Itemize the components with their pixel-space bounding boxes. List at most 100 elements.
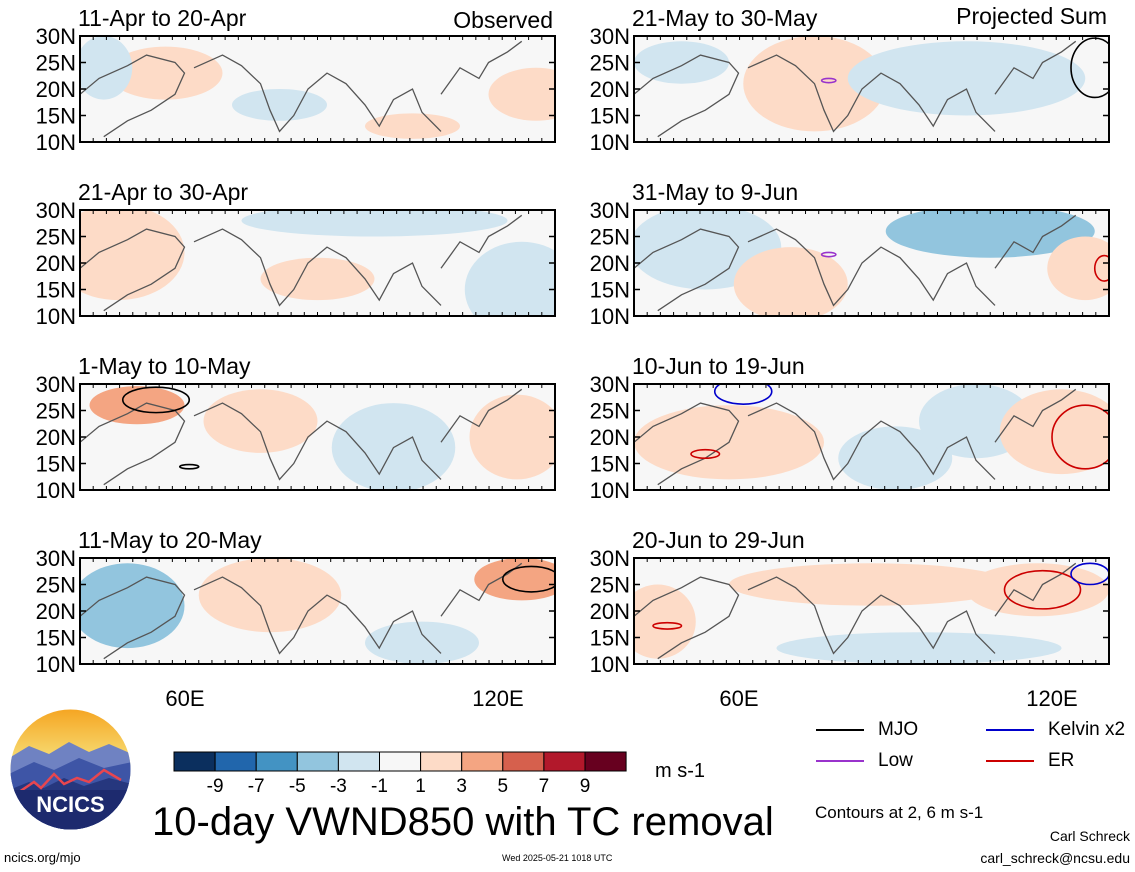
y-tick-label: 25N <box>36 399 76 424</box>
legend-swatch-er <box>986 760 1034 762</box>
anomaly-region <box>634 41 729 84</box>
y-tick-label: 30N <box>36 372 76 397</box>
colorbar-swatch <box>379 751 422 772</box>
panel-title: 21-May to 30-May <box>632 5 818 31</box>
anomaly-region <box>365 113 460 139</box>
colorbar-swatch <box>543 751 586 772</box>
anomaly-region <box>241 210 508 237</box>
anomaly-region <box>838 426 953 490</box>
coastline <box>994 40 1077 95</box>
colorbar-swatch <box>255 751 298 772</box>
y-tick-label: 10N <box>36 304 76 329</box>
anomaly-region <box>260 257 375 301</box>
coastline <box>193 54 442 133</box>
x-tick-label: 60E <box>165 686 204 711</box>
legend-label-low: Low <box>878 750 913 771</box>
anomaly-region <box>80 563 185 649</box>
colorbar-swatch <box>296 751 339 772</box>
anomaly-region <box>488 67 555 121</box>
coastline <box>80 402 186 486</box>
y-tick-label: 10N <box>36 652 76 677</box>
colorbar-label: -1 <box>371 776 388 797</box>
y-tick-label: 15N <box>36 278 76 303</box>
y-tick-label: 15N <box>590 626 630 651</box>
coastline <box>193 228 442 307</box>
colorbar-label: -5 <box>289 776 306 797</box>
y-tick-label: 25N <box>590 51 630 76</box>
coastline <box>440 40 523 95</box>
coastline <box>747 576 996 655</box>
colorbar-units: m s-1 <box>655 760 705 782</box>
anomaly-region <box>776 632 1062 664</box>
y-tick-label: 10N <box>36 478 76 503</box>
coastline <box>634 576 740 660</box>
y-tick-label: 30N <box>36 198 76 223</box>
y-tick-label: 25N <box>36 573 76 598</box>
colorbar-swatch <box>214 751 257 772</box>
timestamp: Wed 2025-05-21 1018 UTC <box>502 853 613 863</box>
wave-contour <box>713 384 773 405</box>
legend-item-mjo: MJO <box>816 719 918 741</box>
y-tick-label: 30N <box>590 24 630 49</box>
wave-contour <box>121 386 191 414</box>
panel-title: 1-May to 10-May <box>78 353 251 379</box>
colorbar-swatch <box>502 751 545 772</box>
coastline <box>994 214 1077 269</box>
projected-label: Projected Sum <box>956 3 1107 29</box>
anomaly-region <box>847 41 1086 116</box>
legend-item-low: Low <box>816 750 913 772</box>
colorbar-swatch <box>461 751 504 772</box>
y-tick-label: 15N <box>590 452 630 477</box>
x-tick-label: 60E <box>719 686 758 711</box>
panel-field <box>80 558 555 664</box>
y-tick-label: 30N <box>590 372 630 397</box>
anomaly-region <box>999 389 1109 475</box>
coastline <box>634 54 740 138</box>
y-tick-label: 15N <box>36 452 76 477</box>
colorbar-swatch <box>584 751 627 772</box>
panel-field <box>80 384 555 490</box>
anomaly-region <box>1047 236 1109 301</box>
y-tick-label: 30N <box>590 546 630 571</box>
y-tick-label: 20N <box>590 77 630 102</box>
anomaly-region <box>232 89 327 121</box>
legend-label-mjo: MJO <box>878 719 919 740</box>
svg-text:NCICS: NCICS <box>36 792 104 817</box>
panel-field <box>634 36 1109 142</box>
coastline <box>80 54 186 138</box>
legend-swatch-kelvin <box>986 729 1034 731</box>
ncics-logo: NCICS <box>10 709 131 830</box>
observed-label: Observed <box>453 7 553 33</box>
anomaly-region <box>89 386 185 425</box>
coastline <box>747 402 996 481</box>
coastline <box>994 562 1077 617</box>
colorbar-label: 5 <box>498 776 509 797</box>
legend-item-kelvin: Kelvin x2 <box>986 719 1125 741</box>
y-tick-label: 20N <box>36 425 76 450</box>
y-tick-label: 10N <box>590 478 630 503</box>
author-email[interactable]: carl_schreck@ncsu.edu <box>980 850 1130 866</box>
colorbar-label: 9 <box>580 776 591 797</box>
legend-label-kelvin: Kelvin x2 <box>1048 719 1126 740</box>
panel-title: 21-Apr to 30-Apr <box>78 179 248 205</box>
wave-contour <box>1051 404 1109 470</box>
contour-note: Contours at 2, 6 m s-1 <box>815 803 984 822</box>
y-tick-label: 30N <box>590 198 630 223</box>
panel-field <box>80 210 555 316</box>
coastline <box>193 402 442 481</box>
website-link[interactable]: ncics.org/mjo <box>4 850 81 865</box>
coastline <box>440 388 523 443</box>
colorbar-label: 3 <box>456 776 467 797</box>
y-tick-label: 10N <box>590 652 630 677</box>
x-tick-label: 120E <box>1026 686 1077 711</box>
y-tick-label: 10N <box>590 304 630 329</box>
wave-contour <box>178 463 200 470</box>
anomaly-region <box>331 403 456 490</box>
panel-field <box>80 36 555 142</box>
